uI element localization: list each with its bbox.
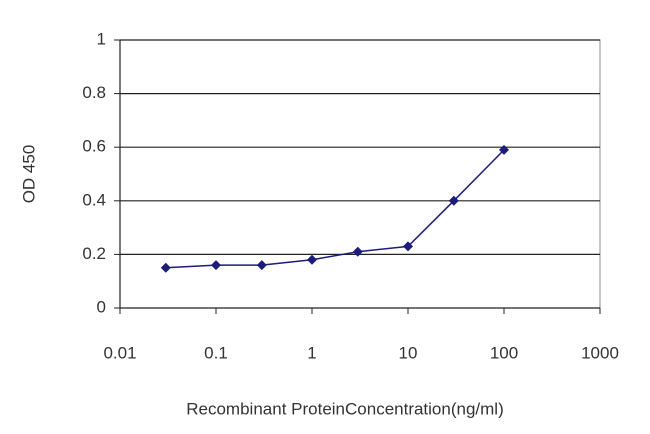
data-point bbox=[307, 254, 317, 265]
y-tick-label: 0.8 bbox=[82, 83, 106, 102]
y-tick-label: 1 bbox=[97, 29, 106, 48]
series-line bbox=[165, 149, 505, 269]
x-tick-label: 0.01 bbox=[103, 343, 136, 362]
y-tick-label: 0.4 bbox=[82, 190, 106, 209]
y-tick-label: 0.2 bbox=[82, 244, 106, 263]
x-tick-label: 1000 bbox=[581, 343, 619, 362]
y-tick-label: 0 bbox=[97, 297, 106, 316]
plot-area bbox=[119, 39, 601, 309]
data-point bbox=[160, 262, 171, 273]
data-point bbox=[211, 260, 221, 271]
x-axis-label: Recombinant ProteinConcentration(ng/ml) bbox=[186, 399, 504, 418]
x-tick-label: 10 bbox=[399, 343, 418, 362]
data-point bbox=[403, 241, 413, 252]
x-tick-label: 1 bbox=[307, 343, 316, 362]
data-point bbox=[448, 195, 459, 206]
x-tick-label: 100 bbox=[490, 343, 518, 362]
data-point bbox=[499, 144, 509, 155]
y-axis-label: OD 450 bbox=[19, 145, 38, 204]
data-point bbox=[352, 246, 363, 257]
data-point bbox=[256, 260, 267, 271]
y-tick-label: 0.6 bbox=[82, 137, 106, 156]
x-tick-label: 0.1 bbox=[204, 343, 228, 362]
